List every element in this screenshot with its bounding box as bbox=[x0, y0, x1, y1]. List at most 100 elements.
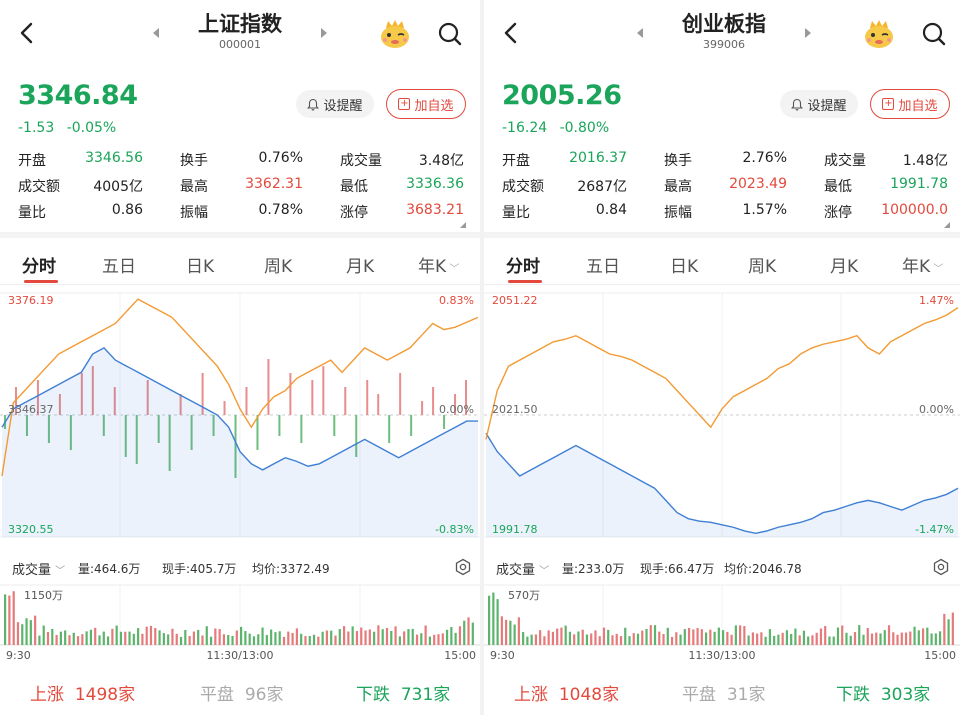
set-alert-button[interactable]: 设提醒 bbox=[780, 90, 858, 118]
volume-bar bbox=[866, 628, 869, 645]
tab-3[interactable]: 周K bbox=[264, 252, 292, 277]
set-alert-label: 设提醒 bbox=[323, 98, 363, 114]
volume-bar bbox=[913, 626, 916, 645]
prev-index-icon[interactable] bbox=[634, 26, 646, 40]
stat-value: 0.78% bbox=[258, 202, 303, 218]
axis-bottom-price: 3320.55 bbox=[8, 523, 54, 536]
volume-bar bbox=[781, 632, 784, 645]
volume-bar bbox=[590, 633, 593, 645]
volume-selector[interactable]: 成交量 ﹀ bbox=[12, 559, 65, 578]
stat-label: 最低 bbox=[340, 179, 368, 195]
bell-icon bbox=[307, 98, 320, 110]
set-alert-button[interactable]: 设提醒 bbox=[296, 90, 374, 118]
tab-4[interactable]: 月K bbox=[346, 252, 374, 277]
volume-bar bbox=[641, 630, 644, 645]
quote-stats: 开盘 3346.56 换手 0.76% 成交量 3.48亿 成交额 4005亿 最高 3362.3… bbox=[18, 148, 466, 226]
volume-bar bbox=[807, 636, 810, 645]
mascot-icon[interactable] bbox=[862, 18, 896, 50]
next-index-icon[interactable] bbox=[802, 26, 814, 40]
next-index-icon[interactable] bbox=[318, 26, 330, 40]
stats-row: 开盘 2016.37 换手 2.76% 成交量 1.48亿 bbox=[502, 148, 950, 174]
expand-stats-icon[interactable] bbox=[944, 222, 950, 228]
volume-chart[interactable]: 1150万 9:30 11:30/13:00 15:00 bbox=[0, 583, 480, 675]
volume-bar bbox=[773, 635, 776, 645]
tab-5[interactable]: 年K ﹀ bbox=[902, 252, 943, 277]
volume-bar bbox=[560, 627, 563, 645]
intraday-chart[interactable]: 2051.22 2021.50 1991.78 1.47% 0.00% -1.47% bbox=[484, 285, 960, 553]
search-icon[interactable] bbox=[436, 20, 464, 48]
avg-price-area bbox=[486, 433, 958, 537]
expand-stats-icon[interactable] bbox=[460, 222, 466, 228]
stat-label: 涨停 bbox=[340, 205, 368, 221]
volume-bar bbox=[342, 626, 346, 645]
volume-bar bbox=[119, 631, 123, 645]
volume-bar bbox=[433, 634, 436, 645]
tab-1[interactable]: 五日 bbox=[102, 252, 136, 277]
settings-icon[interactable] bbox=[454, 558, 472, 576]
volume-delta-bar bbox=[399, 373, 402, 415]
prev-index-icon[interactable] bbox=[150, 26, 162, 40]
volume-bar bbox=[581, 629, 584, 645]
volume-bar bbox=[162, 633, 165, 645]
volume-bar bbox=[334, 635, 337, 645]
volume-bar bbox=[231, 636, 234, 645]
advancers[interactable]: 上涨 1048家 bbox=[514, 680, 619, 705]
stat-value: 0.84 bbox=[595, 202, 627, 218]
advancers[interactable]: 上涨 1498家 bbox=[30, 680, 135, 705]
mascot-icon[interactable] bbox=[378, 18, 412, 50]
add-watchlist-label: 加自选 bbox=[898, 98, 938, 114]
add-watchlist-button[interactable]: + 加自选 bbox=[870, 89, 950, 119]
volume-bar bbox=[700, 629, 703, 645]
search-icon[interactable] bbox=[920, 20, 948, 48]
volume-chart[interactable]: 570万 9:30 11:30/13:00 15:00 bbox=[484, 583, 960, 675]
decliners[interactable]: 下跌 731家 bbox=[356, 680, 450, 705]
volume-bar bbox=[265, 635, 268, 645]
tab-3[interactable]: 周K bbox=[748, 252, 776, 277]
settings-icon[interactable] bbox=[932, 558, 950, 576]
volume-bar bbox=[551, 631, 555, 645]
volume-bar bbox=[368, 629, 371, 645]
tab-0[interactable]: 分时 bbox=[506, 252, 540, 277]
volume-bar bbox=[556, 628, 559, 645]
volume-bar bbox=[291, 632, 294, 645]
volume-delta-bar bbox=[212, 415, 215, 436]
volume-bar bbox=[278, 631, 281, 645]
stat-value: 1.57% bbox=[742, 202, 787, 218]
volume-bar bbox=[137, 628, 140, 645]
unchanged[interactable]: 平盘 31家 bbox=[682, 680, 765, 705]
add-watchlist-button[interactable]: + 加自选 bbox=[386, 89, 466, 119]
volume-bar bbox=[304, 636, 307, 645]
volume-bar bbox=[420, 633, 423, 645]
tab-4[interactable]: 月K bbox=[830, 252, 858, 277]
back-button[interactable] bbox=[12, 18, 42, 48]
tab-2[interactable]: 日K bbox=[670, 252, 698, 277]
tab-0[interactable]: 分时 bbox=[22, 252, 56, 277]
volume-bar bbox=[390, 630, 393, 645]
plus-icon: + bbox=[882, 98, 895, 110]
time-end: 15:00 bbox=[924, 649, 956, 662]
volume-bar bbox=[94, 627, 97, 645]
decliners[interactable]: 下跌 303家 bbox=[836, 680, 930, 705]
volume-bar bbox=[360, 627, 363, 645]
tab-1[interactable]: 五日 bbox=[586, 252, 620, 277]
volume-bar bbox=[619, 636, 623, 645]
unchanged[interactable]: 平盘 96家 bbox=[200, 680, 283, 705]
volume-delta-bar bbox=[234, 415, 237, 478]
volume-delta-bar bbox=[388, 415, 391, 443]
volume-bar bbox=[717, 627, 720, 645]
tab-5[interactable]: 年K ﹀ bbox=[418, 252, 459, 277]
volume-bar bbox=[760, 632, 763, 645]
volume-bar bbox=[683, 629, 686, 645]
volume-selector[interactable]: 成交量 ﹀ bbox=[496, 559, 549, 578]
intraday-chart[interactable]: 3376.19 3346.37 3320.55 0.83% 0.00% -0.83% bbox=[0, 285, 480, 553]
tab-2[interactable]: 日K bbox=[186, 252, 214, 277]
stat-label: 开盘 bbox=[502, 153, 530, 169]
volume-bar bbox=[704, 632, 708, 645]
unchanged-count: 31家 bbox=[726, 685, 766, 705]
volume-delta-bar bbox=[179, 394, 182, 415]
advancers-label: 上涨 bbox=[514, 685, 548, 705]
volume-bar bbox=[106, 636, 110, 645]
back-button[interactable] bbox=[496, 18, 526, 48]
volume-qty: 量:233.0万 bbox=[562, 562, 625, 576]
volume-bar bbox=[261, 627, 264, 645]
